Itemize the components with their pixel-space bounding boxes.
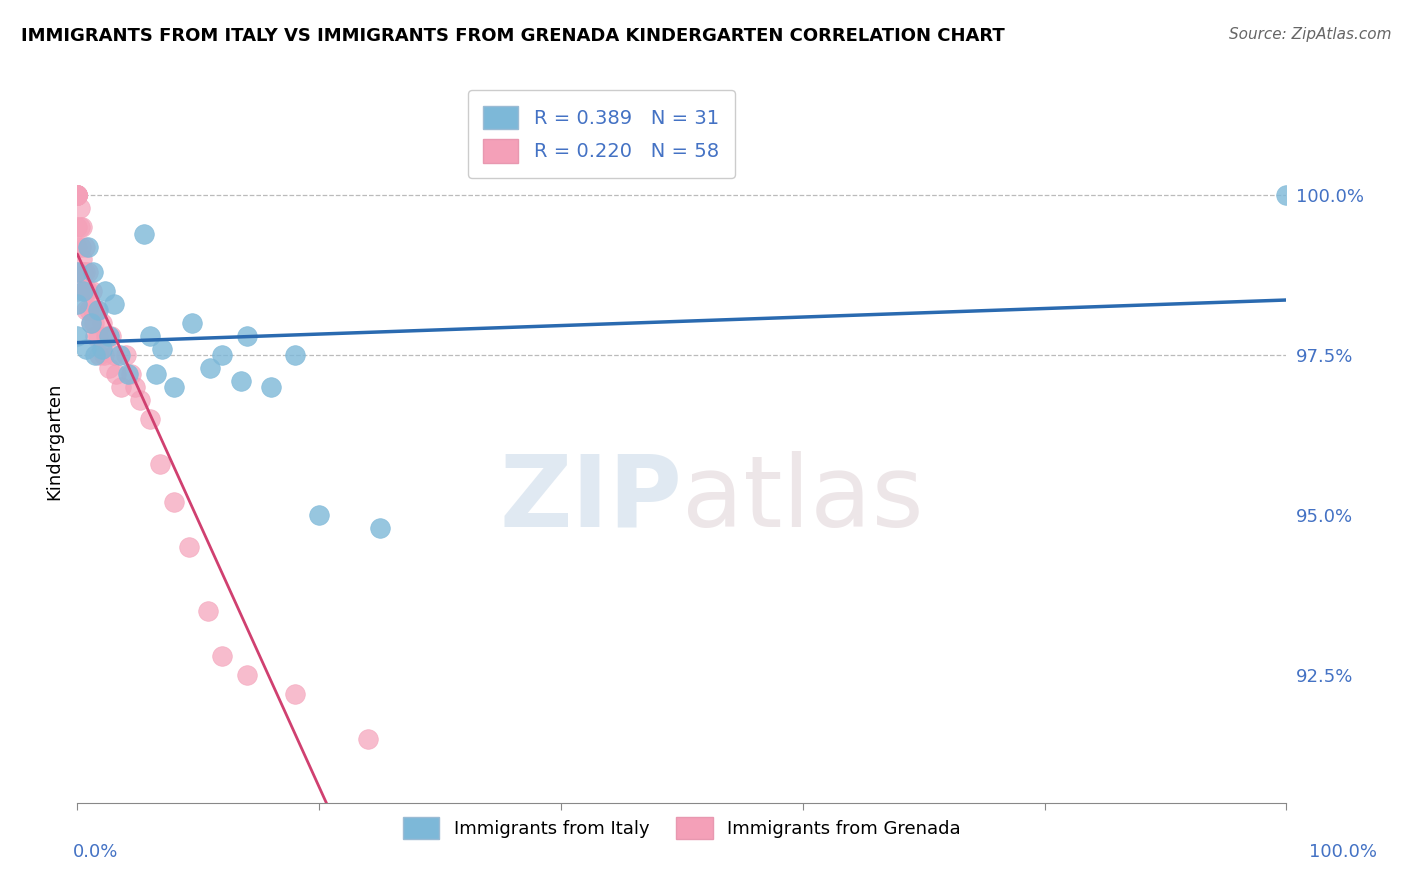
- Point: [75, 342, 97, 356]
- Point: [69, 201, 91, 215]
- Point: [86, 303, 108, 318]
- Point: [66, 329, 89, 343]
- Text: Source: ZipAtlas.com: Source: ZipAtlas.com: [1229, 27, 1392, 42]
- Point: [90, 316, 112, 330]
- Point: [66, 265, 89, 279]
- Point: [69, 220, 91, 235]
- Point: [132, 227, 155, 241]
- Point: [66, 188, 89, 202]
- Point: [66, 188, 89, 202]
- Text: 100.0%: 100.0%: [1309, 843, 1376, 861]
- Point: [84, 329, 107, 343]
- Point: [94, 285, 117, 299]
- Point: [82, 265, 104, 279]
- Point: [120, 368, 142, 382]
- Point: [96, 329, 118, 343]
- Point: [308, 508, 330, 522]
- Point: [163, 495, 186, 509]
- Point: [73, 239, 96, 253]
- Point: [84, 348, 107, 362]
- Point: [200, 361, 222, 376]
- Point: [356, 731, 378, 746]
- Point: [66, 188, 89, 202]
- Point: [150, 342, 173, 356]
- Point: [129, 392, 152, 407]
- Point: [66, 188, 89, 202]
- Point: [66, 297, 89, 311]
- Point: [181, 316, 204, 330]
- Point: [284, 348, 307, 362]
- Text: atlas: atlas: [682, 450, 924, 548]
- Point: [79, 303, 101, 318]
- Point: [73, 285, 96, 299]
- Point: [73, 265, 96, 279]
- Point: [66, 188, 89, 202]
- Point: [66, 265, 89, 279]
- Point: [66, 220, 89, 235]
- Point: [72, 265, 94, 279]
- Point: [70, 239, 93, 253]
- Point: [83, 316, 105, 330]
- Point: [211, 348, 233, 362]
- Point: [103, 297, 125, 311]
- Legend: Immigrants from Italy, Immigrants from Grenada: Immigrants from Italy, Immigrants from G…: [394, 808, 970, 848]
- Point: [139, 412, 162, 426]
- Point: [72, 285, 94, 299]
- Point: [197, 604, 219, 618]
- Point: [124, 380, 146, 394]
- Point: [66, 188, 89, 202]
- Point: [97, 329, 120, 343]
- Point: [229, 374, 252, 388]
- Point: [66, 188, 89, 202]
- Point: [75, 285, 97, 299]
- Point: [70, 265, 93, 279]
- Point: [235, 329, 257, 343]
- Point: [77, 239, 100, 253]
- Point: [66, 188, 89, 202]
- Point: [66, 285, 89, 299]
- Point: [177, 540, 200, 554]
- Text: 0.0%: 0.0%: [73, 843, 118, 861]
- Point: [82, 303, 104, 318]
- Point: [114, 348, 136, 362]
- Point: [1275, 188, 1298, 202]
- Text: ZIP: ZIP: [499, 450, 682, 548]
- Point: [75, 303, 97, 318]
- Point: [93, 348, 115, 362]
- Point: [284, 687, 307, 701]
- Point: [80, 285, 103, 299]
- Point: [105, 368, 128, 382]
- Point: [235, 668, 257, 682]
- Point: [90, 342, 112, 356]
- Point: [70, 220, 93, 235]
- Point: [87, 329, 110, 343]
- Point: [148, 457, 170, 471]
- Point: [87, 303, 110, 318]
- Point: [145, 368, 167, 382]
- Point: [139, 329, 162, 343]
- Point: [70, 252, 93, 267]
- Point: [368, 521, 391, 535]
- Point: [79, 316, 101, 330]
- Point: [163, 380, 186, 394]
- Point: [108, 348, 131, 362]
- Point: [66, 188, 89, 202]
- Point: [79, 316, 101, 330]
- Point: [211, 648, 233, 663]
- Point: [110, 380, 132, 394]
- Point: [66, 188, 89, 202]
- Point: [103, 348, 125, 362]
- Point: [76, 265, 98, 279]
- Point: [77, 285, 100, 299]
- Point: [97, 361, 120, 376]
- Text: IMMIGRANTS FROM ITALY VS IMMIGRANTS FROM GRENADA KINDERGARTEN CORRELATION CHART: IMMIGRANTS FROM ITALY VS IMMIGRANTS FROM…: [21, 27, 1005, 45]
- Point: [87, 348, 110, 362]
- Point: [117, 368, 139, 382]
- Point: [100, 329, 122, 343]
- Y-axis label: Kindergarten: Kindergarten: [45, 383, 63, 500]
- Point: [66, 239, 89, 253]
- Point: [260, 380, 283, 394]
